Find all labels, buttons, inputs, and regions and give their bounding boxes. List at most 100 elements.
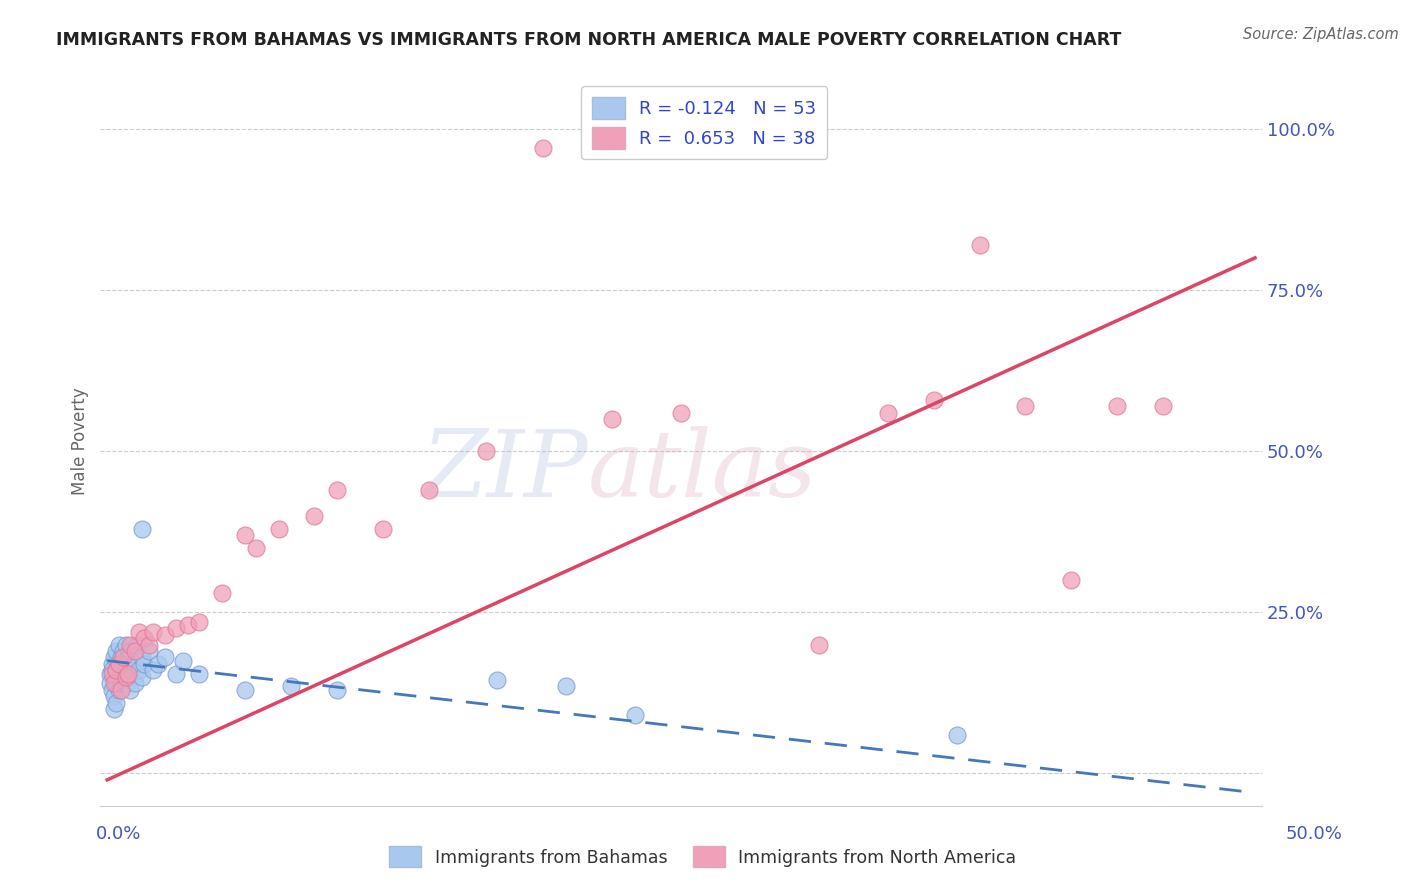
Point [138, 638, 160, 652]
Point [153, 628, 176, 642]
Point [120, 663, 142, 677]
Point [131, 670, 153, 684]
Point [107, 670, 129, 684]
Point [807, 638, 830, 652]
Point [110, 676, 132, 690]
Point [945, 728, 967, 742]
Point [103, 689, 125, 703]
Point [245, 541, 267, 555]
Point [969, 238, 991, 252]
Point [117, 650, 139, 665]
Point [132, 631, 155, 645]
Legend: R = -0.124   N = 53, R =  0.653   N = 38: R = -0.124 N = 53, R = 0.653 N = 38 [582, 87, 827, 160]
Point [120, 682, 142, 697]
Point [165, 622, 187, 636]
Point [107, 657, 129, 671]
Point [531, 141, 554, 155]
Point [103, 702, 125, 716]
Point [371, 522, 394, 536]
Point [103, 670, 125, 684]
Point [624, 708, 647, 723]
Point [1060, 573, 1083, 587]
Point [326, 483, 349, 497]
Point [1014, 399, 1036, 413]
Point [233, 528, 256, 542]
Legend: Immigrants from Bahamas, Immigrants from North America: Immigrants from Bahamas, Immigrants from… [382, 839, 1024, 874]
Point [105, 663, 128, 677]
Point [120, 644, 142, 658]
Text: 50.0%: 50.0% [1286, 825, 1343, 843]
Point [418, 483, 440, 497]
Point [142, 624, 165, 639]
Point [98, 666, 121, 681]
Point [188, 615, 211, 629]
Point [107, 682, 129, 697]
Point [114, 676, 136, 690]
Point [188, 666, 211, 681]
Point [114, 663, 136, 677]
Text: IMMIGRANTS FROM BAHAMAS VS IMMIGRANTS FROM NORTH AMERICA MALE POVERTY CORRELATIO: IMMIGRANTS FROM BAHAMAS VS IMMIGRANTS FR… [56, 31, 1122, 49]
Point [146, 657, 169, 671]
Point [669, 405, 692, 419]
Point [110, 663, 132, 677]
Text: ZIP: ZIP [422, 425, 588, 516]
Point [302, 508, 325, 523]
Point [153, 650, 176, 665]
Point [101, 666, 124, 681]
Point [128, 663, 150, 677]
Y-axis label: Male Poverty: Male Poverty [72, 388, 89, 495]
Point [120, 638, 142, 652]
Point [112, 644, 135, 658]
Point [131, 522, 153, 536]
Point [98, 676, 121, 690]
Point [105, 663, 128, 677]
Point [103, 676, 125, 690]
Point [124, 676, 146, 690]
Point [101, 657, 124, 671]
Text: atlas: atlas [588, 425, 818, 516]
Point [1107, 399, 1129, 413]
Point [105, 644, 128, 658]
Point [128, 624, 150, 639]
Point [124, 644, 146, 658]
Point [922, 392, 945, 407]
Point [117, 670, 139, 684]
Point [117, 666, 139, 681]
Point [165, 666, 187, 681]
Text: 0.0%: 0.0% [96, 825, 141, 843]
Point [211, 586, 233, 600]
Point [600, 412, 623, 426]
Point [326, 682, 349, 697]
Point [876, 405, 898, 419]
Point [138, 644, 160, 658]
Point [475, 444, 498, 458]
Point [233, 682, 256, 697]
Point [280, 680, 302, 694]
Point [101, 682, 124, 697]
Point [124, 657, 146, 671]
Point [101, 663, 124, 677]
Point [125, 638, 148, 652]
Point [1152, 399, 1174, 413]
Point [114, 670, 136, 684]
Point [112, 670, 135, 684]
Point [114, 638, 136, 652]
Point [110, 682, 132, 697]
Point [112, 650, 135, 665]
Text: Source: ZipAtlas.com: Source: ZipAtlas.com [1243, 27, 1399, 42]
Point [105, 696, 128, 710]
Point [172, 654, 194, 668]
Point [105, 676, 128, 690]
Point [555, 680, 578, 694]
Point [107, 638, 129, 652]
Point [107, 657, 129, 671]
Point [176, 618, 198, 632]
Point [103, 650, 125, 665]
Point [131, 650, 153, 665]
Point [486, 673, 509, 687]
Point [110, 650, 132, 665]
Point [112, 657, 135, 671]
Point [142, 663, 165, 677]
Point [132, 657, 155, 671]
Point [269, 522, 291, 536]
